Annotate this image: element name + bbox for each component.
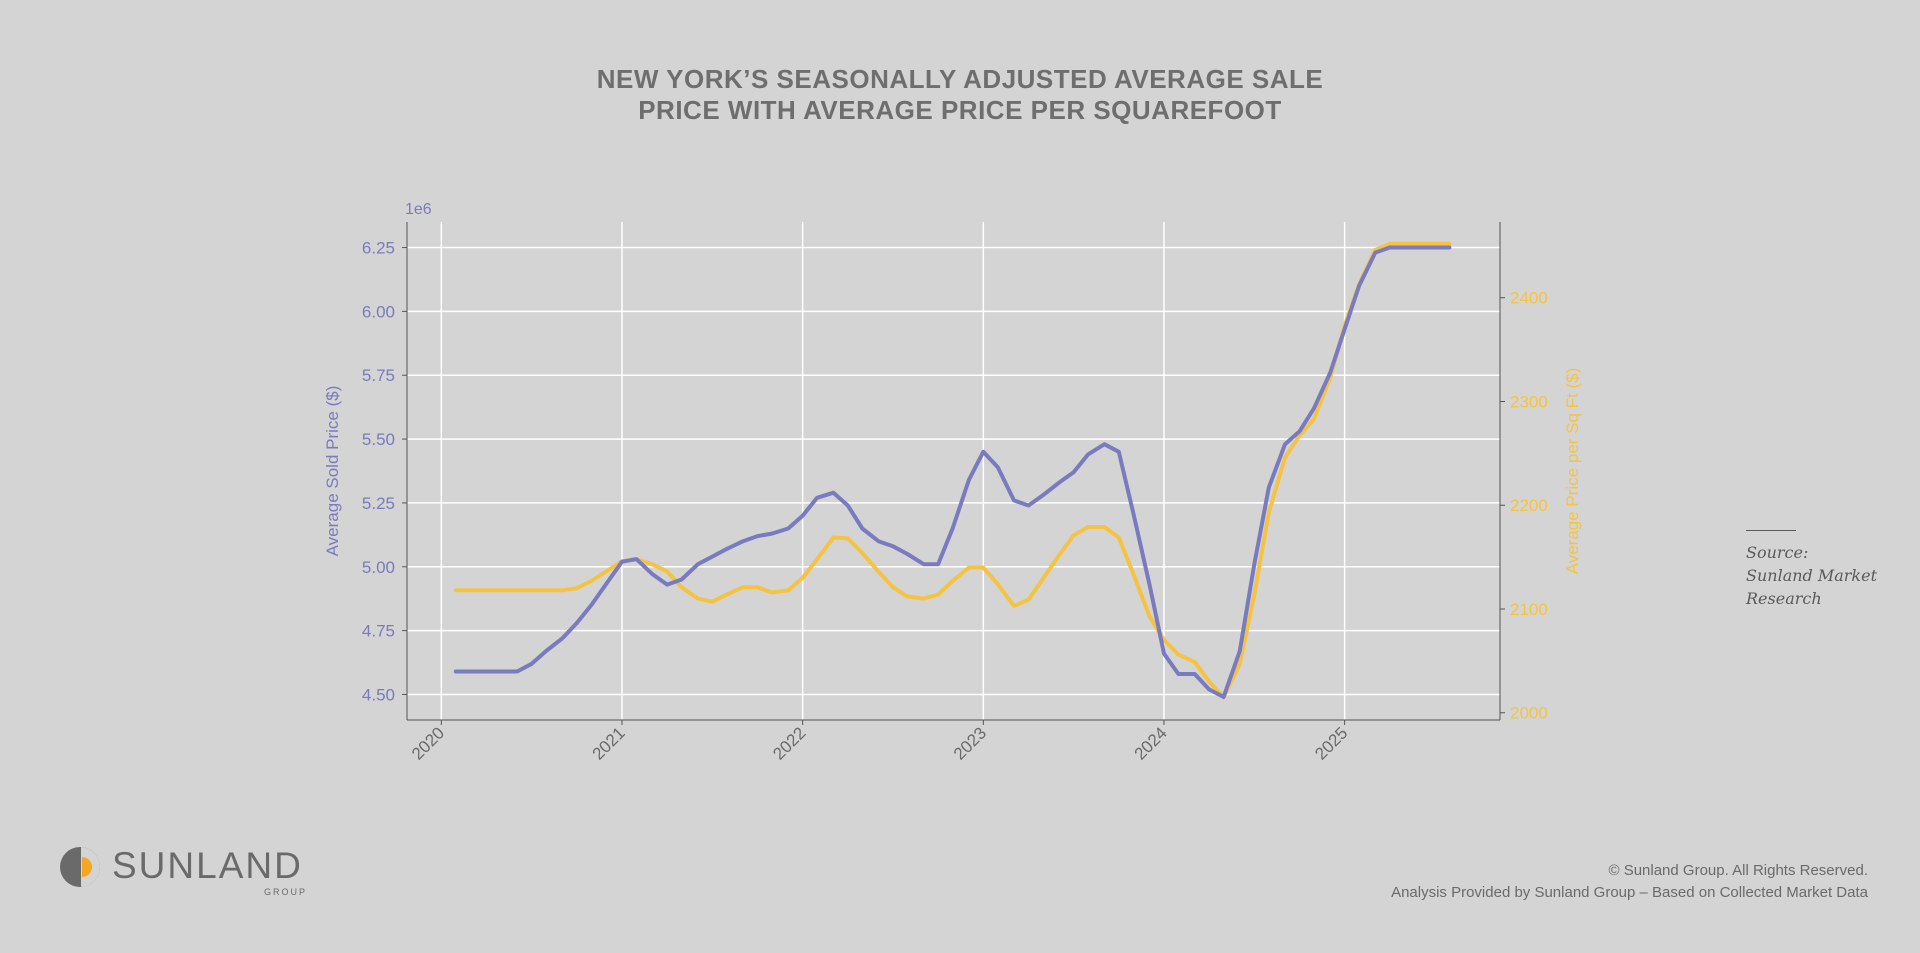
chart-title-line-2: PRICE WITH AVERAGE PRICE PER SQUAREFOOT xyxy=(638,95,1282,125)
x-tick-label: 2025 xyxy=(1311,723,1351,763)
source-divider xyxy=(1746,530,1796,531)
right-axis-label: Average Price per Sq Ft ($) xyxy=(1563,368,1582,575)
right-tick-label: 2200 xyxy=(1510,496,1548,515)
left-tick-label: 5.25 xyxy=(362,494,395,513)
footer-copyright: © Sunland Group. All Rights Reserved. xyxy=(1608,862,1868,879)
right-tick-label: 2300 xyxy=(1510,392,1548,411)
source-note: Source: Sunland Market Research xyxy=(1746,541,1886,610)
left-tick-label: 4.50 xyxy=(362,685,395,704)
chart-title: NEW YORK’S SEASONALLY ADJUSTED AVERAGE S… xyxy=(0,64,1920,126)
right-tick-label: 2400 xyxy=(1510,289,1548,308)
source-note-line: Source: xyxy=(1746,543,1809,562)
x-tick-label: 2021 xyxy=(589,723,629,763)
left-tick-label: 5.75 xyxy=(362,366,395,385)
footer-analysis: Analysis Provided by Sunland Group – Bas… xyxy=(1391,884,1868,901)
series-line-average-sold-price xyxy=(453,245,1452,699)
left-tick-label: 5.50 xyxy=(362,430,395,449)
source-note-line: Sunland Market xyxy=(1746,566,1878,585)
logo-subtitle: GROUP xyxy=(264,887,308,897)
left-tick-label: 4.75 xyxy=(362,622,395,641)
x-tick-label: 2024 xyxy=(1131,723,1171,763)
x-tick-label: 2022 xyxy=(769,723,809,763)
left-axis-offset-label: 1e6 xyxy=(405,201,432,218)
right-tick-label: 2000 xyxy=(1510,704,1548,723)
sunland-logo-icon xyxy=(60,847,100,887)
source-note-line: Research xyxy=(1746,589,1822,608)
left-axis-label: Average Sold Price ($) xyxy=(323,386,342,557)
logo-wordmark: SUNLAND xyxy=(112,845,303,886)
left-tick-label: 6.00 xyxy=(362,302,395,321)
x-tick-label: 2020 xyxy=(408,723,448,763)
left-tick-label: 5.00 xyxy=(362,558,395,577)
right-tick-label: 2100 xyxy=(1510,600,1548,619)
chart-title-line-1: NEW YORK’S SEASONALLY ADJUSTED AVERAGE S… xyxy=(596,64,1324,94)
left-tick-label: 6.25 xyxy=(362,239,395,258)
x-tick-label: 2023 xyxy=(950,723,990,763)
footer: © Sunland Group. All Rights Reserved. An… xyxy=(1391,860,1868,904)
